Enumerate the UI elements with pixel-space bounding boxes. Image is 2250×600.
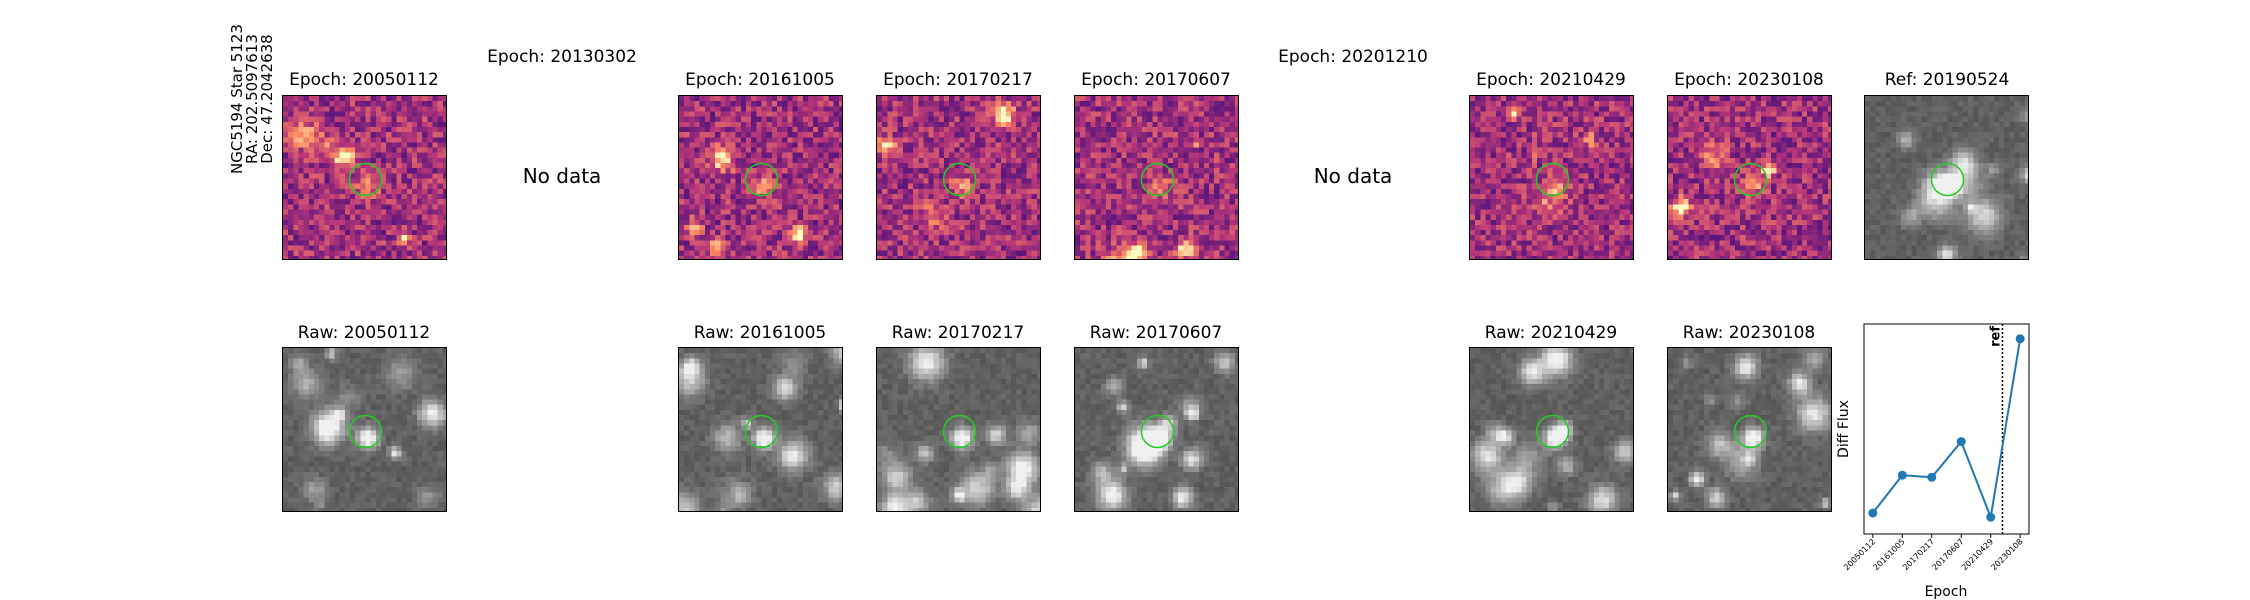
raw-image-4 bbox=[1074, 347, 1239, 512]
data-point-20210429 bbox=[1986, 512, 1996, 522]
raw-image-6 bbox=[1667, 347, 1832, 512]
raw-image-5 bbox=[1469, 347, 1634, 512]
raw-title-5: Raw: 20210429 bbox=[1484, 323, 1618, 343]
raw-image-2 bbox=[678, 347, 843, 512]
aperture-circle bbox=[1535, 162, 1570, 197]
ref-title: Ref: 20190524 bbox=[1884, 70, 2010, 90]
aperture-circle bbox=[744, 414, 779, 449]
aperture-circle bbox=[1140, 162, 1175, 197]
diff-title-3: Epoch: 20161005 bbox=[685, 70, 835, 90]
aperture-circle bbox=[1930, 162, 1965, 197]
aperture-circle bbox=[744, 162, 779, 197]
diff-image-7 bbox=[1469, 95, 1634, 260]
diff-title-4: Epoch: 20170217 bbox=[883, 70, 1033, 90]
diff-title-1: Epoch: 20050112 bbox=[289, 70, 439, 90]
raw-title-4: Raw: 20170607 bbox=[1089, 323, 1223, 343]
aperture-circle bbox=[1733, 414, 1768, 449]
light-curve-chart: ref 200501122016100520170217201706072021… bbox=[1836, 323, 2030, 600]
aperture-circle bbox=[1140, 414, 1175, 449]
ref-image bbox=[1864, 95, 2029, 260]
aperture-circle bbox=[942, 162, 977, 197]
raw-title-3: Raw: 20170217 bbox=[891, 323, 1025, 343]
y-axis-label: Diff Flux bbox=[1836, 400, 1852, 458]
data-point-20161005 bbox=[1897, 470, 1907, 480]
data-point-20050112 bbox=[1868, 508, 1878, 518]
raw-title-6: Raw: 20230108 bbox=[1682, 323, 1816, 343]
series-line bbox=[1872, 338, 2022, 521]
raw-image-3 bbox=[876, 347, 1041, 512]
aperture-circle bbox=[348, 162, 383, 197]
diff-image-5 bbox=[1074, 95, 1239, 260]
diff-title-5: Epoch: 20170607 bbox=[1081, 70, 1231, 90]
data-point-20170607 bbox=[1956, 437, 1966, 447]
aperture-circle bbox=[1535, 414, 1570, 449]
raw-title-2: Raw: 20161005 bbox=[693, 323, 827, 343]
diff-image-8 bbox=[1667, 95, 1832, 260]
x-axis-label: Epoch bbox=[1925, 584, 1968, 600]
diff-title-6: Epoch: 20201210 bbox=[1278, 47, 1428, 67]
data-point-20230108 bbox=[2015, 334, 2025, 344]
no-data-label-1: No data bbox=[522, 164, 602, 188]
ref-line-label: ref bbox=[1988, 326, 2003, 347]
diff-image-1 bbox=[282, 95, 447, 260]
aperture-circle bbox=[1733, 162, 1768, 197]
plot-frame bbox=[1863, 323, 2030, 535]
aperture-circle bbox=[942, 414, 977, 449]
no-data-label-2: No data bbox=[1313, 164, 1393, 188]
raw-image-1 bbox=[282, 347, 447, 512]
data-point-20170217 bbox=[1927, 472, 1937, 482]
diff-title-7: Epoch: 20210429 bbox=[1476, 70, 1626, 90]
raw-title-1: Raw: 20050112 bbox=[297, 323, 431, 343]
diff-image-3 bbox=[678, 95, 843, 260]
x-tick-label-20230108: 20230108 bbox=[1989, 537, 2024, 572]
diff-image-4 bbox=[876, 95, 1041, 260]
diff-title-2: Epoch: 20130302 bbox=[487, 47, 637, 67]
aperture-circle bbox=[348, 414, 383, 449]
diff-title-8: Epoch: 20230108 bbox=[1674, 70, 1824, 90]
star-dec: Dec: 47.2042638 bbox=[258, 34, 276, 164]
